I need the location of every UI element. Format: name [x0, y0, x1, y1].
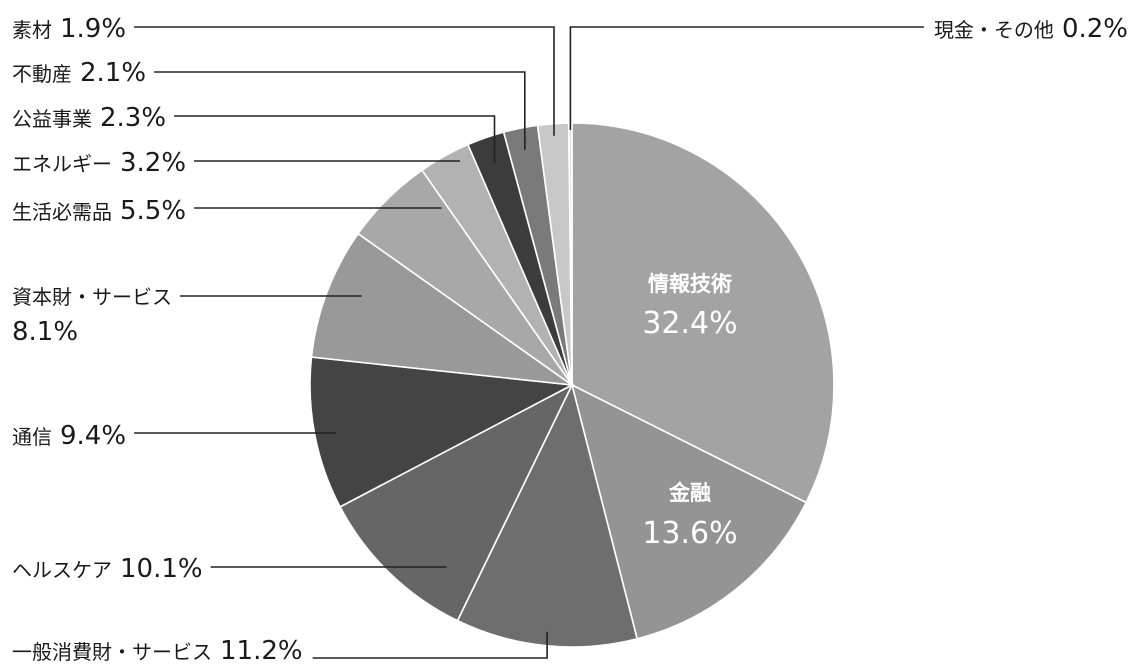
slice-4-callout: 通信 9.4% [12, 421, 126, 451]
slice-6-callout: 生活必需品 5.5% [12, 196, 186, 226]
slice-2-leader-line [312, 631, 548, 659]
slice-11-callout: 現金・その他 0.2% [934, 14, 1128, 44]
slice-3-label: ヘルスケア [12, 558, 112, 582]
slice-0-value: 32.4% [642, 306, 737, 341]
slice-0-label: 情報技術 [648, 272, 732, 296]
slice-9-callout: 不動産 2.1% [12, 58, 146, 88]
slice-10-callout: 素材 1.9% [12, 14, 126, 44]
slice-labels: 情報技術 32.4% 金融 13.6% 一般消費財・サービス 11.2% ヘルスケア 10.1… [12, 14, 1128, 666]
slice-8-label: 公益事業 [12, 107, 92, 131]
slice-8-value: 2.3% [100, 103, 166, 133]
slice-5-callout: 資本財・サービス [12, 285, 172, 309]
leader-lines [134, 26, 924, 659]
slice-1-label: 金融 [668, 481, 711, 505]
slice-9-leader-line [154, 71, 526, 150]
slice-8-leader-line [174, 115, 496, 164]
slice-6-label: 生活必需品 [12, 200, 112, 224]
slice-5-value: 8.1% [12, 317, 78, 347]
slice-3-value: 10.1% [120, 554, 203, 584]
slice-4-label: 通信 [12, 425, 52, 449]
slice-11-label: 現金・その他 [934, 18, 1054, 42]
slice-5-wedge [310, 232, 575, 387]
pie-slices [309, 122, 835, 648]
slice-4-value: 9.4% [60, 421, 126, 451]
slice-10-label: 素材 [12, 18, 52, 42]
slice-10-value: 1.9% [60, 14, 126, 44]
slice-7-value: 3.2% [120, 148, 186, 178]
slice-0-wedge [571, 122, 835, 504]
slice-7-label: エネルギー [12, 152, 112, 176]
slice-2-callout: 一般消費財・サービス 11.2% [12, 636, 303, 666]
slice-11-value: 0.2% [1062, 14, 1128, 44]
slice-9-value: 2.1% [80, 58, 146, 88]
slice-3-wedge [338, 383, 574, 622]
slice-11-leader-line [569, 26, 924, 130]
slice-1-wedge [570, 383, 808, 640]
slice-7-callout: エネルギー 3.2% [12, 148, 186, 178]
slice-1-value: 13.6% [642, 516, 737, 551]
slice-2-label: 一般消費財・サービス [12, 640, 212, 664]
slice-9-label: 不動産 [12, 62, 72, 86]
slice-2-wedge [456, 382, 639, 648]
slice-4-wedge [309, 356, 575, 508]
slice-2-value: 11.2% [220, 636, 303, 666]
slice-6-value: 5.5% [120, 196, 186, 226]
slice-3-callout: ヘルスケア 10.1% [12, 554, 203, 584]
slice-8-callout: 公益事業 2.3% [12, 103, 166, 133]
slice-5-label: 資本財・サービス [12, 285, 172, 309]
slice-10-leader-line [134, 26, 555, 136]
